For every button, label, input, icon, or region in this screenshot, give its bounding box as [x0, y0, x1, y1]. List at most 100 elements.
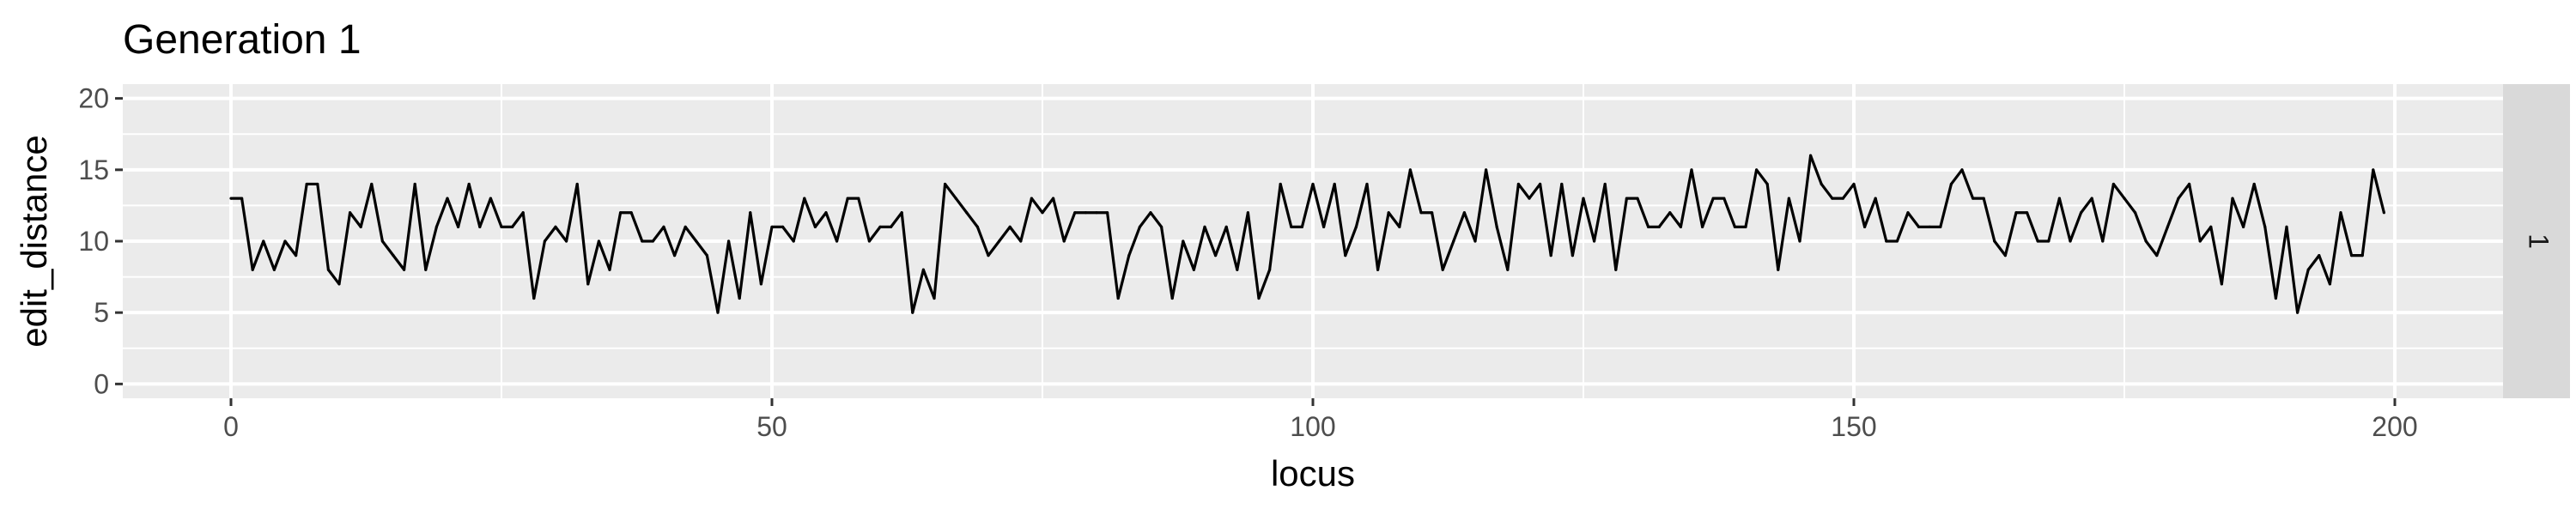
- data-point: [857, 197, 860, 200]
- data-point: [316, 182, 319, 186]
- data-point: [326, 268, 330, 271]
- data-point: [1073, 211, 1077, 215]
- x-tick-label: 100: [1290, 411, 1335, 442]
- series-line: [231, 154, 2385, 314]
- data-point: [1376, 268, 1380, 271]
- major-gridlines: [123, 84, 2503, 398]
- data-point: [370, 182, 374, 186]
- data-point: [1560, 182, 1564, 186]
- facet-strip-label: 1: [2524, 233, 2555, 249]
- data-point: [770, 225, 774, 228]
- data-point: [683, 225, 687, 228]
- data-point: [1441, 268, 1444, 271]
- data-point: [2372, 168, 2375, 172]
- y-tick-label: 5: [94, 297, 109, 328]
- data-point: [575, 182, 579, 186]
- data-point: [716, 311, 720, 314]
- data-point: [2360, 254, 2364, 258]
- data-point: [1885, 239, 1888, 243]
- data-point: [1765, 182, 1769, 186]
- data-point: [759, 282, 763, 286]
- data-point: [413, 182, 416, 186]
- data-point: [1798, 239, 1801, 243]
- data-point: [1365, 182, 1369, 186]
- data-point: [1679, 225, 1682, 228]
- data-point: [1008, 225, 1012, 228]
- data-point: [2318, 254, 2321, 258]
- data-point: [2242, 225, 2245, 228]
- data-point: [1387, 211, 1390, 215]
- data-point: [1711, 197, 1715, 200]
- data-point: [2263, 225, 2267, 228]
- data-point: [1041, 211, 1044, 215]
- data-point: [1290, 225, 1293, 228]
- data-point: [1192, 268, 1195, 271]
- data-point: [1603, 182, 1607, 186]
- data-point: [337, 282, 341, 286]
- data-point: [403, 268, 406, 271]
- data-point: [2306, 268, 2310, 271]
- data-point: [900, 211, 903, 215]
- data-point: [2080, 211, 2083, 215]
- data-point: [1236, 268, 1239, 271]
- data-point: [2339, 211, 2342, 215]
- data-point: [1593, 239, 1596, 243]
- data-point: [2014, 211, 2018, 215]
- x-tick-label: 0: [223, 411, 239, 442]
- data-point: [1095, 211, 1098, 215]
- data-point: [1657, 225, 1661, 228]
- data-point: [349, 211, 352, 215]
- x-axis: 0 50 100 150 200: [223, 398, 2418, 442]
- data-point: [1246, 211, 1249, 215]
- data-point: [1841, 197, 1844, 200]
- data-point: [2285, 225, 2288, 228]
- data-point: [1777, 268, 1780, 271]
- data-point: [2090, 197, 2093, 200]
- data-point: [1516, 182, 1520, 186]
- data-point: [1300, 225, 1303, 228]
- data-point: [705, 254, 709, 258]
- data-point: [1971, 197, 1975, 200]
- data-point: [1268, 268, 1272, 271]
- data-point: [1170, 296, 1174, 300]
- data-point: [2003, 254, 2007, 258]
- data-point: [1127, 254, 1131, 258]
- y-tick-label: 20: [78, 83, 109, 114]
- y-axis-title: edit_distance: [14, 135, 54, 348]
- data-point: [1647, 225, 1650, 228]
- data-point: [467, 182, 471, 186]
- data-point: [1874, 197, 1877, 200]
- data-point: [1224, 225, 1228, 228]
- y-tick-label: 10: [78, 226, 109, 257]
- data-point: [846, 197, 849, 200]
- data-point: [424, 268, 428, 271]
- data-point: [597, 239, 601, 243]
- y-tick-label: 0: [94, 368, 109, 399]
- data-point: [1755, 168, 1759, 172]
- data-point: [662, 225, 665, 228]
- data-point: [2350, 254, 2354, 258]
- data-point: [2328, 282, 2331, 286]
- data-point: [1116, 296, 1120, 300]
- data-point: [629, 211, 633, 215]
- data-point: [283, 239, 287, 243]
- series-group: [229, 154, 2385, 314]
- data-point: [380, 239, 384, 243]
- data-point: [532, 296, 536, 300]
- data-point: [2198, 239, 2202, 243]
- data-point: [1939, 225, 1942, 228]
- data-point: [1344, 254, 1347, 258]
- data-point: [434, 225, 438, 228]
- data-point: [1160, 225, 1163, 228]
- data-point: [392, 254, 395, 258]
- data-point: [2144, 239, 2148, 243]
- data-point: [1960, 168, 1964, 172]
- data-point: [998, 239, 1001, 243]
- data-point: [1982, 197, 1985, 200]
- data-point: [608, 268, 611, 271]
- data-point: [824, 211, 828, 215]
- x-tick-label: 150: [1831, 411, 1876, 442]
- data-point: [911, 311, 914, 314]
- data-point: [2069, 239, 2072, 243]
- data-point: [695, 239, 698, 243]
